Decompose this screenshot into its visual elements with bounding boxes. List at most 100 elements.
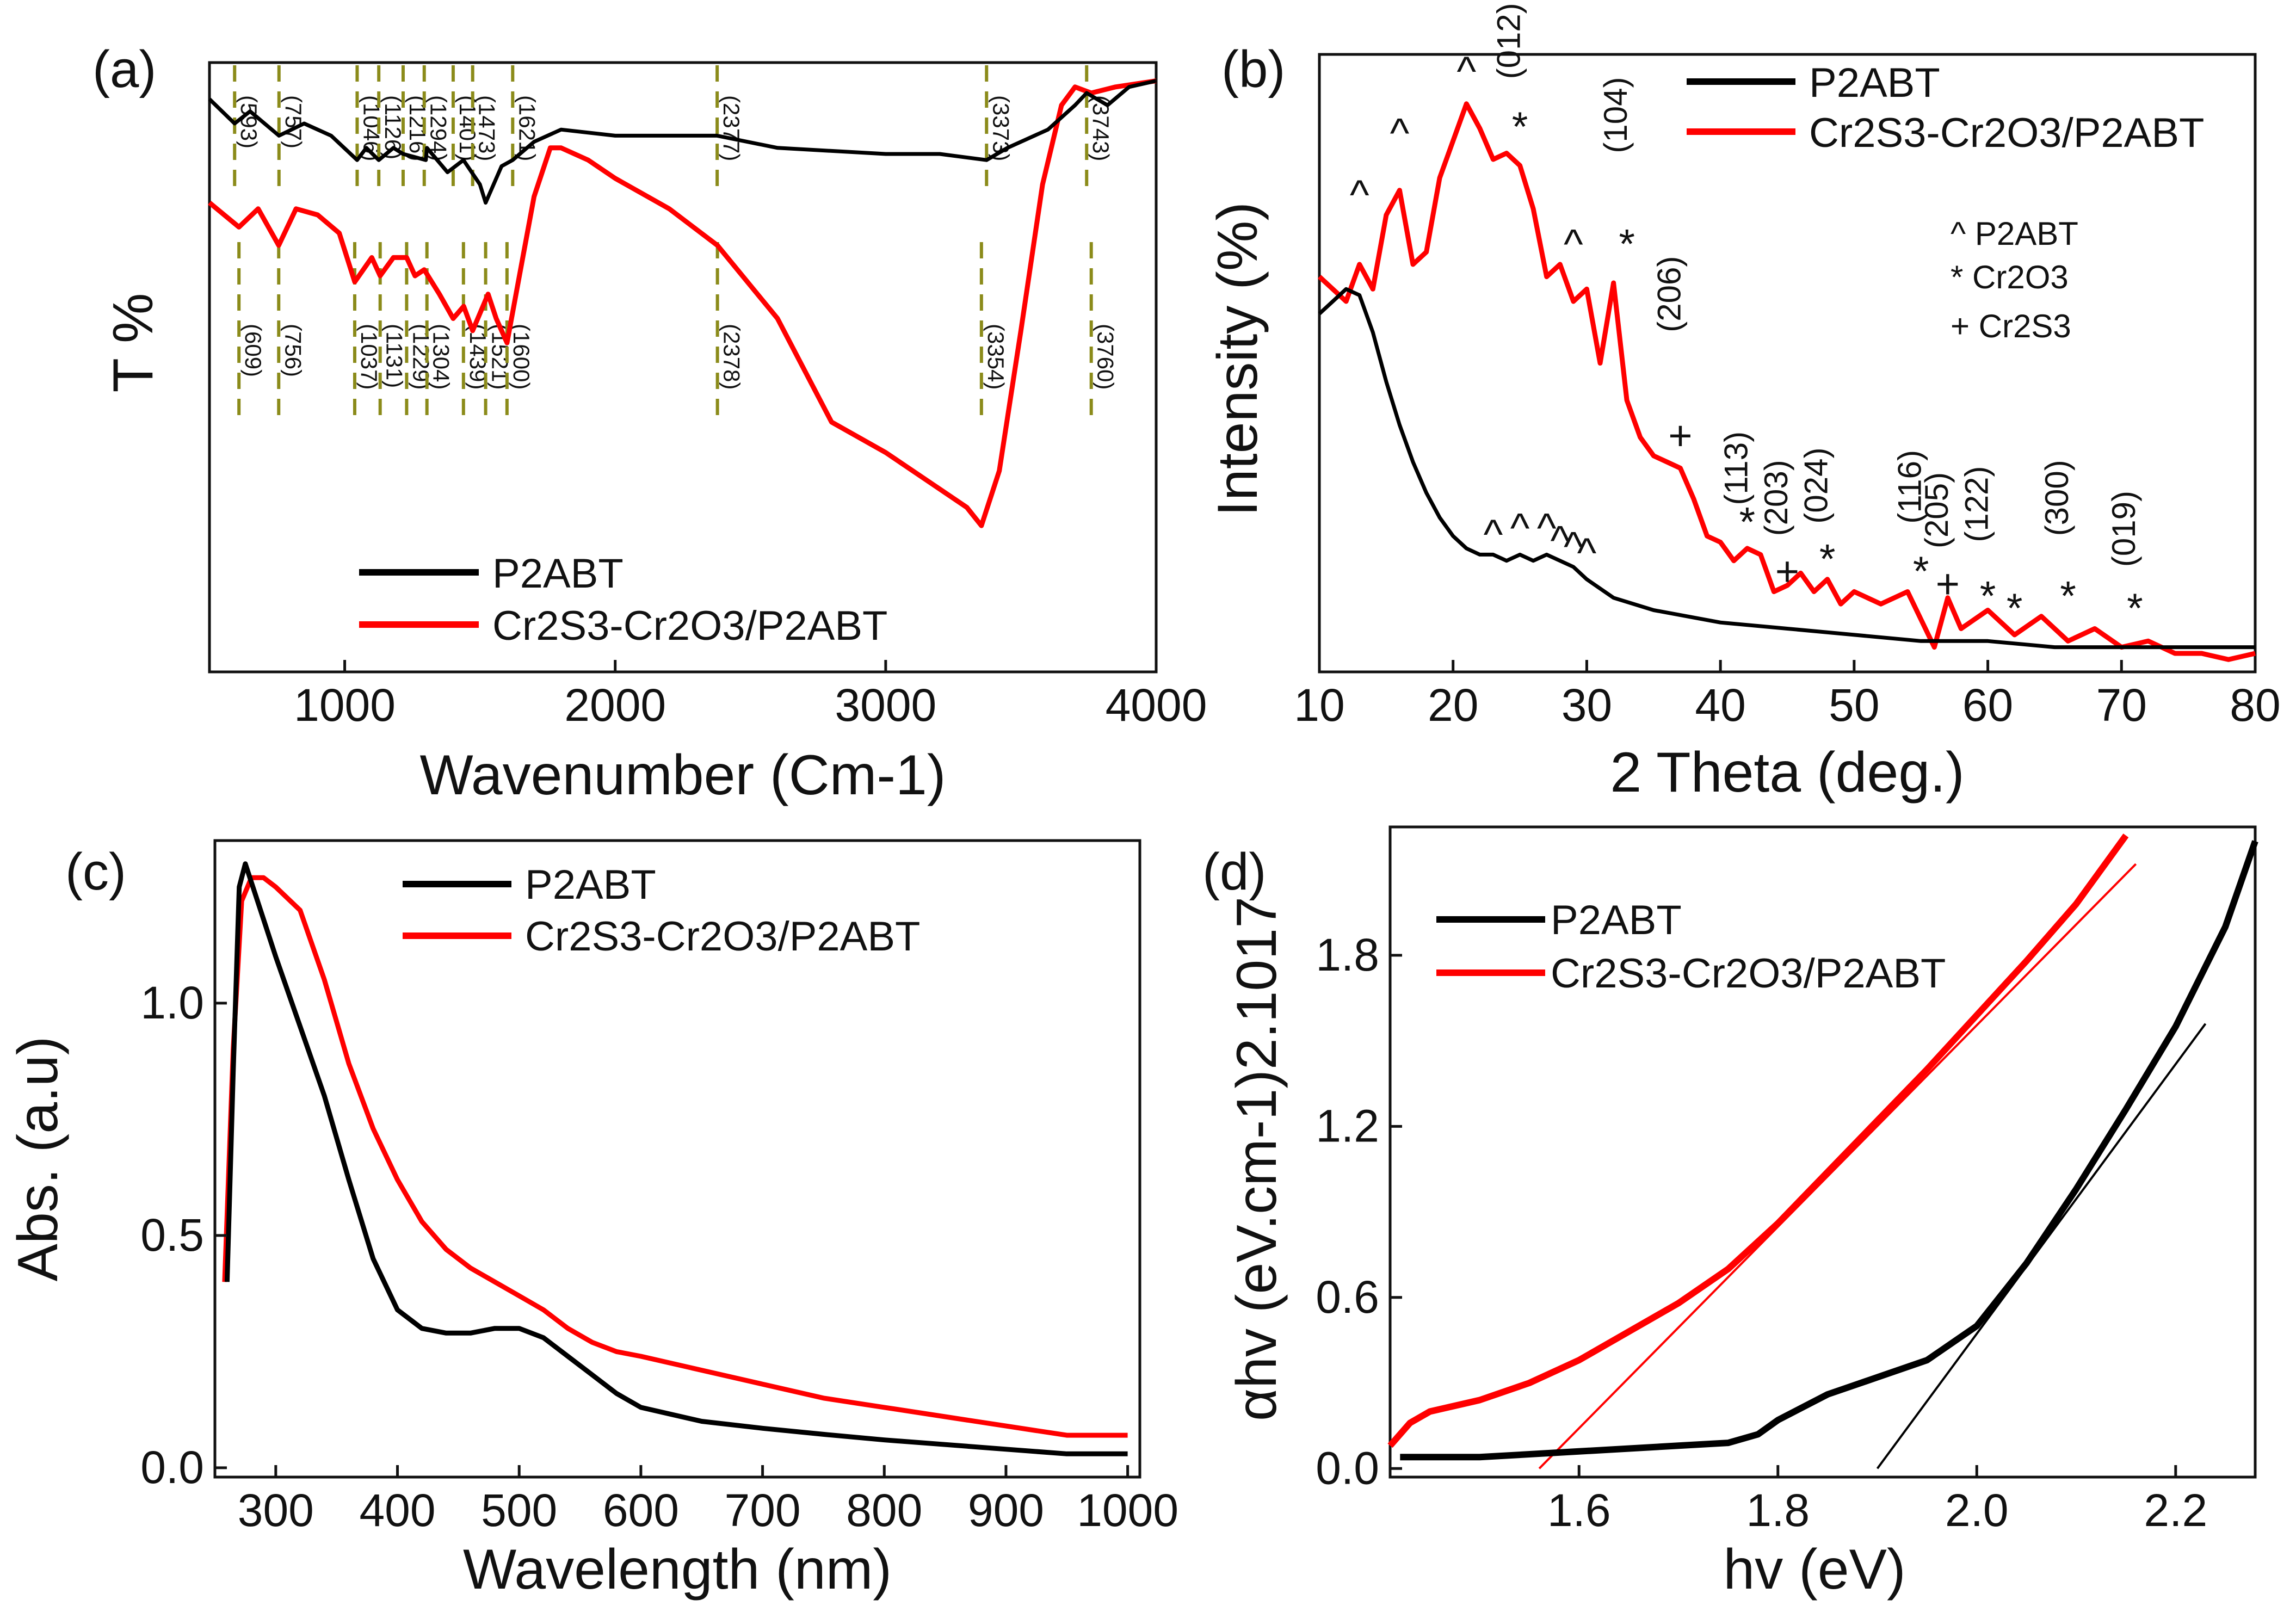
x-tick-label: 80: [2230, 680, 2280, 731]
y-axis-title: Abs. (a.u): [7, 1036, 70, 1282]
peak-symbol: *: [1619, 221, 1635, 268]
panel-a-frame: [208, 61, 1158, 674]
y-axis-title: αhv (eV.cm-1)2.1017: [1225, 897, 1288, 1421]
peak-symbol: +: [1668, 412, 1692, 459]
hkl-label: (206): [1651, 256, 1687, 332]
legend-label-p2abt: P2ABT: [1809, 60, 1940, 106]
peak-symbol: ^: [1350, 172, 1369, 218]
x-axis-title: 2 Theta (deg.): [1610, 741, 1964, 804]
peak-annotations: ^^^^^ ^ ^^^^**** ** * **++ +(012)(104)(206)(11…: [1350, 3, 2143, 632]
peak-symbol: *: [1819, 536, 1836, 582]
x-tick-label: 800: [846, 1485, 922, 1536]
y-tick-label: 1.8: [1316, 929, 1379, 980]
x-axis-title: Wavelength (nm): [463, 1538, 892, 1601]
x-axis-ticks: 1000 2000 3000 4000: [294, 660, 1207, 731]
hkl-label: (203): [1758, 460, 1794, 536]
peak-symbol: ^: [1456, 48, 1476, 95]
y-axis-title: T %: [102, 293, 165, 392]
panel-b: (b) ^^^^^ ^ ^^^^**** ** * **++ +(012)(104)(206…: [1206, 3, 2281, 804]
phase-key-cr2s3: + Cr2S3: [1951, 308, 2071, 344]
panel-c: (c) 300 400 500 600 700 800 900 1000 0.0 0.5 1.0 W…: [7, 839, 1178, 1601]
y-tick-label: 0.0: [1316, 1442, 1379, 1493]
x-tick-label: 60: [1962, 680, 2013, 731]
peak-marker-label: (1229): [408, 324, 434, 390]
x-tick-label: 500: [481, 1485, 557, 1536]
panel-a: (a) (593)(609)(757)(756)(1046)(1037)(112…: [92, 40, 1207, 807]
peak-marker-label: (3354): [983, 324, 1009, 390]
hkl-label: (205): [1918, 472, 1955, 548]
x-tick-label: 50: [1829, 680, 1879, 731]
y-tick-label: 1.0: [140, 977, 204, 1028]
peak-marker-label: (1037): [356, 324, 382, 390]
x-tick-label: 1.8: [1746, 1485, 1810, 1536]
legend: P2ABT Cr2S3-Cr2O3/P2ABT: [359, 551, 887, 649]
series-line-composite: [1317, 101, 2256, 662]
peak-marker-label: (609): [240, 324, 266, 377]
panel-a-plot-area: (593)(609)(757)(756)(1046)(1037)(1126)(1…: [208, 65, 1157, 528]
x-tick-label: 20: [1428, 680, 1478, 731]
x-tick-label: 1000: [1077, 1485, 1178, 1536]
y-tick-label: 0.0: [140, 1442, 204, 1493]
phase-key-cr2o3: * Cr2O3: [1951, 259, 2069, 295]
hkl-label: (104): [1597, 77, 1634, 153]
x-tick-label: 300: [238, 1485, 314, 1536]
x-tick-label: 2.2: [2144, 1485, 2207, 1536]
panel-c-frame: [213, 839, 1141, 1479]
peak-marker-label: (757): [281, 95, 306, 149]
hkl-label: (024): [1798, 448, 1835, 524]
series-line-composite: [208, 78, 1157, 528]
peak-marker-label: (1304): [429, 324, 454, 390]
x-axis-ticks: 10 20 30 40 50 60 70 80: [1294, 660, 2281, 731]
y-tick-label: 1.2: [1316, 1100, 1379, 1151]
x-tick-label: 2000: [564, 680, 666, 731]
legend-label-composite: Cr2S3-Cr2O3/P2ABT: [1809, 110, 2204, 156]
peak-symbol: *: [1913, 548, 1929, 595]
legend-label-p2abt: P2ABT: [492, 551, 624, 597]
axis-ticks: 1.6 1.8 2.0 2.2 0.0 0.6 1.2 1.8: [1316, 929, 2207, 1536]
peak-symbol: *: [1512, 104, 1528, 150]
hkl-label: (019): [2106, 491, 2142, 567]
x-tick-label: 3000: [835, 680, 936, 731]
axis-ticks: 300 400 500 600 700 800 900 1000 0.0 0.5 1.0: [140, 977, 1178, 1536]
legend-label-composite: Cr2S3-Cr2O3/P2ABT: [492, 603, 887, 649]
series-line-p2abt: [224, 861, 1128, 1456]
series-line-composite: [222, 875, 1128, 1438]
y-axis-title: Intensity (%): [1206, 202, 1269, 516]
legend: P2ABT Cr2S3-Cr2O3/P2ABT: [403, 862, 920, 960]
legend-label-composite: Cr2S3-Cr2O3/P2ABT: [525, 913, 920, 960]
phase-key-p2abt: ^ P2ABT: [1951, 215, 2078, 252]
panel-b-frame: [1318, 53, 2257, 674]
hkl-label: (300): [2039, 460, 2075, 536]
legend: P2ABT Cr2S3-Cr2O3/P2ABT: [1687, 60, 2204, 156]
series-line-p2abt: [208, 79, 1157, 205]
peak-symbol: ^: [1484, 511, 1503, 558]
peak-marker-label: (2377): [719, 95, 744, 161]
series-line-p2abt: [1400, 840, 2258, 1461]
hkl-label: (113): [1718, 431, 1754, 505]
panel-d-frame: [1388, 825, 2257, 1479]
series-line-composite: [1387, 833, 2129, 1448]
x-axis-title: Wavenumber (Cm-1): [420, 744, 946, 807]
panel-b-label: (b): [1221, 40, 1285, 98]
hkl-label: (122): [1959, 466, 1995, 542]
panel-d: (d) 1.6 1.8 2.0 2.2 0.0 0.6 1.2 1.8 hv (eV) αhv…: [1202, 825, 2258, 1601]
peak-markers: (593)(609)(757)(756)(1046)(1037)(1126)(1…: [233, 65, 1119, 422]
peak-symbol: ^: [1390, 110, 1410, 156]
legend-label-p2abt: P2ABT: [525, 862, 656, 908]
peak-symbol: ^: [1537, 505, 1557, 552]
x-tick-label: 1000: [294, 680, 396, 731]
x-tick-label: 4000: [1106, 680, 1207, 731]
peak-marker-label: (1473): [474, 95, 500, 161]
peak-symbol: ^: [1510, 505, 1530, 552]
x-tick-label: 400: [359, 1485, 435, 1536]
peak-symbol: ^: [1564, 221, 1583, 268]
peak-symbol: +: [1936, 561, 1960, 607]
legend-label-composite: Cr2S3-Cr2O3/P2ABT: [1551, 950, 1946, 997]
peak-marker-label: (1131): [382, 324, 408, 388]
x-tick-label: 700: [725, 1485, 801, 1536]
x-tick-label: 30: [1561, 680, 1612, 731]
x-tick-label: 10: [1294, 680, 1344, 731]
peak-marker-label: (3760): [1093, 324, 1119, 390]
x-tick-label: 70: [2096, 680, 2147, 731]
